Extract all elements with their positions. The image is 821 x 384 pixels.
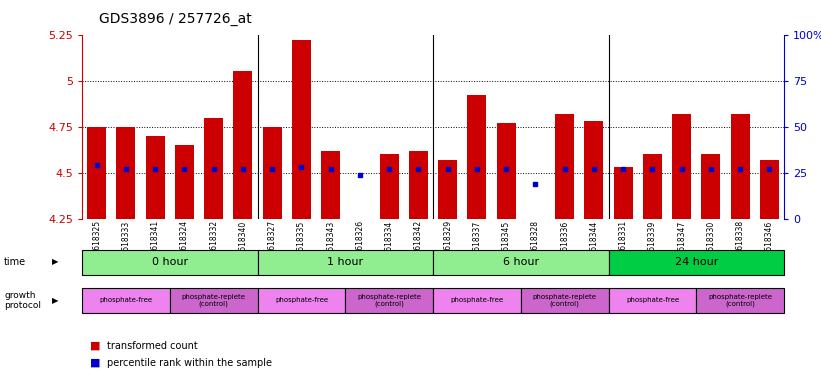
Text: ■: ■ xyxy=(90,358,101,368)
Bar xyxy=(555,114,574,219)
Bar xyxy=(321,151,340,219)
Bar xyxy=(379,154,399,219)
Bar xyxy=(82,288,170,313)
Bar xyxy=(526,219,545,280)
Bar xyxy=(87,127,106,219)
Bar xyxy=(292,40,311,219)
Bar xyxy=(613,167,633,219)
Text: phosphate-free: phosphate-free xyxy=(99,298,153,303)
Bar xyxy=(258,288,346,313)
Bar xyxy=(351,219,369,280)
Bar xyxy=(346,288,433,313)
Bar xyxy=(608,250,784,275)
Text: time: time xyxy=(4,257,26,267)
Bar xyxy=(731,114,750,219)
Text: phosphate-free: phosphate-free xyxy=(626,298,679,303)
Bar xyxy=(204,118,223,219)
Text: percentile rank within the sample: percentile rank within the sample xyxy=(107,358,272,368)
Bar xyxy=(82,250,258,275)
Bar xyxy=(585,121,603,219)
Text: phosphate-replete
(control): phosphate-replete (control) xyxy=(533,294,597,307)
Text: 0 hour: 0 hour xyxy=(152,257,188,267)
Bar xyxy=(438,160,457,219)
Bar xyxy=(433,288,521,313)
Bar xyxy=(258,250,433,275)
Bar xyxy=(117,127,135,219)
Text: GDS3896 / 257726_at: GDS3896 / 257726_at xyxy=(99,12,251,25)
Bar xyxy=(467,95,487,219)
Bar xyxy=(409,151,428,219)
Text: phosphate-free: phosphate-free xyxy=(275,298,328,303)
Text: phosphate-free: phosphate-free xyxy=(451,298,503,303)
Text: phosphate-replete
(control): phosphate-replete (control) xyxy=(181,294,245,307)
Text: 6 hour: 6 hour xyxy=(502,257,539,267)
Text: 1 hour: 1 hour xyxy=(328,257,364,267)
Text: transformed count: transformed count xyxy=(107,341,198,351)
Bar xyxy=(608,288,696,313)
Text: phosphate-replete
(control): phosphate-replete (control) xyxy=(709,294,773,307)
Text: 24 hour: 24 hour xyxy=(675,257,718,267)
Bar xyxy=(672,114,691,219)
Bar xyxy=(701,154,721,219)
Bar xyxy=(233,71,253,219)
Text: ■: ■ xyxy=(90,341,101,351)
Bar xyxy=(433,250,608,275)
Bar xyxy=(170,288,258,313)
Bar xyxy=(175,145,194,219)
Bar xyxy=(696,288,784,313)
Bar xyxy=(263,127,282,219)
Bar xyxy=(521,288,608,313)
Text: growth
protocol: growth protocol xyxy=(4,291,41,310)
Text: phosphate-replete
(control): phosphate-replete (control) xyxy=(357,294,421,307)
Bar xyxy=(643,154,662,219)
Bar xyxy=(145,136,165,219)
Bar xyxy=(760,160,779,219)
Text: ▶: ▶ xyxy=(52,296,58,305)
Bar xyxy=(497,123,516,219)
Text: ▶: ▶ xyxy=(52,257,58,266)
